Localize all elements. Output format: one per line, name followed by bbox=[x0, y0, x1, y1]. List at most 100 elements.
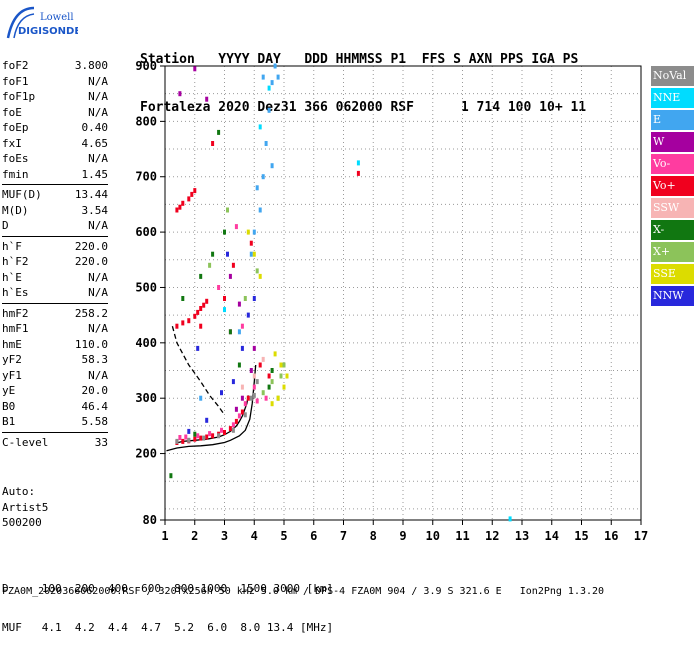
echo-point-e bbox=[255, 185, 259, 191]
echo-point-noval bbox=[249, 395, 253, 401]
y-tick-label: 600 bbox=[135, 225, 157, 239]
echo-point-ssw bbox=[261, 356, 265, 362]
echo-point-vo bbox=[193, 436, 197, 442]
logo-swoosh bbox=[6, 6, 35, 39]
param-name: C-level bbox=[2, 435, 49, 449]
echo-point-e bbox=[270, 163, 274, 169]
echo-point-sse bbox=[282, 384, 286, 390]
param-value: 220.0 bbox=[74, 255, 108, 268]
echo-point-x bbox=[226, 207, 229, 213]
legend-item-vo: Vo+ bbox=[651, 176, 694, 196]
echo-point-e bbox=[276, 74, 280, 80]
x-tick-label: 16 bbox=[604, 529, 618, 543]
param-row: B1 5.58 bbox=[2, 414, 108, 430]
echo-point-noval bbox=[187, 437, 191, 443]
param-row: foEp 0.40 bbox=[2, 120, 108, 136]
param-value: N/A bbox=[88, 322, 108, 335]
logo-line2: DIGISONDE bbox=[18, 26, 78, 37]
echo-point-nnw bbox=[220, 390, 223, 396]
y-tick-label: 400 bbox=[135, 336, 157, 350]
param-value: N/A bbox=[88, 152, 108, 165]
echo-point-w bbox=[178, 91, 182, 97]
echo-point-w bbox=[249, 368, 253, 373]
param-value: N/A bbox=[88, 286, 108, 299]
echo-point-nne bbox=[258, 124, 262, 130]
x-tick-label: 8 bbox=[370, 529, 377, 543]
param-row: yE 20.0 bbox=[2, 383, 108, 399]
echo-point-nne bbox=[223, 307, 226, 313]
param-row: foF1p N/A bbox=[2, 89, 108, 105]
param-value: 258.2 bbox=[74, 306, 108, 320]
echo-point-vo bbox=[231, 262, 235, 268]
echo-point-vo bbox=[178, 435, 182, 440]
y-tick-label: 200 bbox=[135, 447, 157, 461]
param-value: 46.4 bbox=[81, 399, 109, 413]
param-name: foE bbox=[2, 105, 22, 119]
echo-point-nnw bbox=[240, 345, 244, 351]
x-tick-label: 14 bbox=[545, 529, 559, 543]
echo-point-vo bbox=[237, 413, 241, 419]
echo-point-w bbox=[234, 406, 238, 412]
param-value: 3.800 bbox=[74, 59, 108, 72]
param-name: M(D) bbox=[2, 203, 29, 217]
echo-point-nne bbox=[508, 516, 512, 522]
ionogram-chart: 1 2 3 4 5 6 7 8 9 10 11 12 13 14 15 16 17802003004005006… bbox=[135, 59, 648, 543]
param-value: 110.0 bbox=[74, 337, 108, 351]
x-tick-label: 13 bbox=[515, 529, 529, 543]
param-name: foF2 bbox=[2, 59, 29, 72]
legend-item-x: X- bbox=[651, 220, 694, 240]
echo-point-noval bbox=[255, 379, 259, 385]
echo-point-vo bbox=[184, 434, 188, 440]
echo-point-vo bbox=[211, 433, 215, 439]
param-value: 33 bbox=[94, 435, 108, 449]
legend-item-e: E bbox=[651, 110, 694, 130]
echo-point-sse bbox=[270, 401, 274, 407]
param-name: foF1p bbox=[2, 90, 36, 103]
y-tick-label: 900 bbox=[135, 59, 157, 73]
param-name: MUF(D) bbox=[2, 188, 42, 201]
param-row: h`E N/A bbox=[2, 270, 108, 286]
echo-point-x bbox=[282, 362, 286, 368]
param-separator bbox=[2, 431, 108, 433]
x-tick-label: 7 bbox=[340, 529, 347, 543]
param-row: B0 46.4 bbox=[2, 399, 108, 415]
param-name: hmE bbox=[2, 337, 22, 351]
echo-point-nnw bbox=[226, 251, 229, 257]
echo-point-w bbox=[237, 301, 241, 307]
param-row: h`F 220.0 bbox=[2, 239, 108, 255]
echo-point-x bbox=[208, 262, 212, 268]
auto-label: Auto: bbox=[2, 485, 36, 498]
echo-point-nnw bbox=[196, 345, 200, 351]
echo-point-vo bbox=[181, 320, 185, 326]
echo-point-vo bbox=[199, 306, 203, 311]
echo-point-vo bbox=[187, 318, 191, 324]
auto-version: 500200 bbox=[2, 516, 42, 529]
param-name: h`F2 bbox=[2, 255, 29, 268]
echo-point-vo bbox=[240, 409, 244, 415]
echo-point-noval bbox=[175, 438, 179, 444]
echo-point-vo bbox=[178, 204, 182, 210]
x-tick-label: 3 bbox=[221, 529, 228, 543]
param-row: foE N/A bbox=[2, 105, 108, 121]
param-row: foEs N/A bbox=[2, 151, 108, 167]
echo-point-noval bbox=[252, 392, 256, 398]
param-value: 58.3 bbox=[81, 353, 109, 366]
param-value: 1.45 bbox=[81, 167, 109, 181]
lowell-digisonde-logo: Lowell DIGISONDE bbox=[6, 6, 78, 39]
echo-point-e bbox=[252, 229, 256, 235]
echo-point-e bbox=[273, 63, 277, 69]
header-labels: Station YYYY DAY DDD HHMMSS P1 FFS S AXN… bbox=[140, 52, 579, 67]
param-value: N/A bbox=[88, 90, 108, 103]
x-tick-label: 17 bbox=[634, 529, 648, 543]
legend-item-x: X+ bbox=[651, 242, 694, 262]
autoscaling-info: Auto: Artist5 500200 bbox=[2, 484, 48, 531]
echo-point-vo bbox=[190, 191, 194, 197]
legend-item-vo: Vo- bbox=[651, 154, 694, 174]
profile-curve bbox=[166, 364, 257, 452]
echo-point-vo bbox=[246, 395, 250, 401]
echo-point-sse bbox=[246, 229, 250, 235]
echo-point-sse bbox=[258, 273, 262, 279]
echo-point-vo bbox=[181, 438, 185, 444]
param-row: C-level 33 bbox=[2, 435, 108, 451]
echo-point-vo bbox=[356, 170, 360, 176]
